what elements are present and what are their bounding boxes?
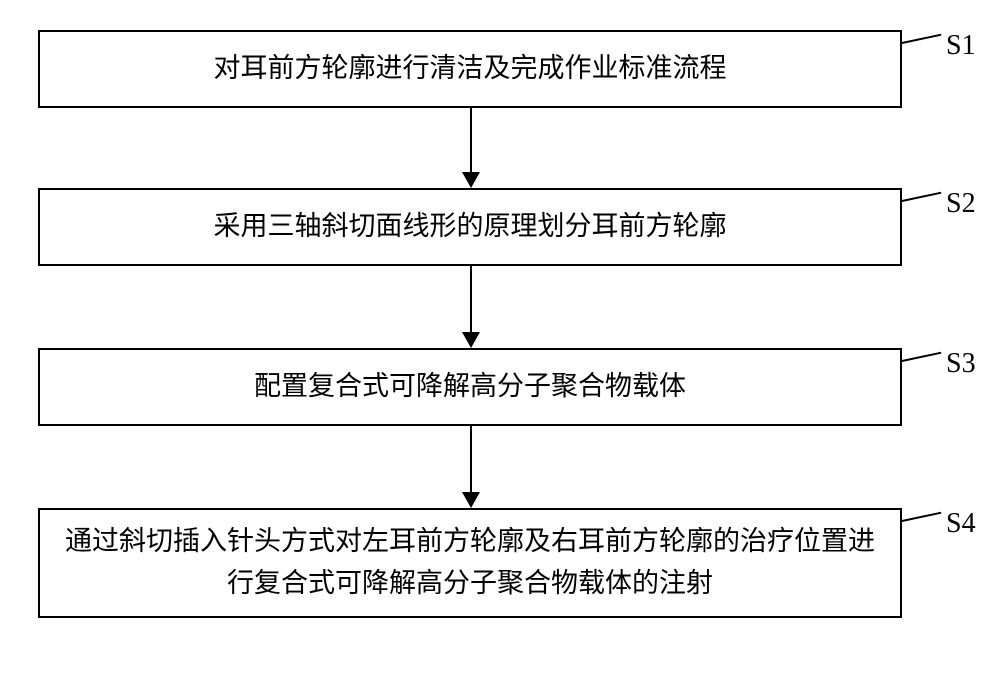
step-label-s1: S1 [946, 30, 976, 62]
flow-node-text: 配置复合式可降解高分子聚合物载体 [254, 366, 686, 408]
flow-node-s4: 通过斜切插入针头方式对左耳前方轮廓及右耳前方轮廓的治疗位置进行复合式可降解高分子… [38, 508, 902, 618]
arrow-line [470, 108, 472, 172]
step-label-s3: S3 [946, 348, 976, 380]
arrow-line [470, 266, 472, 332]
arrow-head-icon [462, 172, 480, 188]
flow-node-text: 采用三轴斜切面线形的原理划分耳前方轮廓 [214, 206, 727, 248]
flowchart-canvas: 对耳前方轮廓进行清洁及完成作业标准流程 S1 采用三轴斜切面线形的原理划分耳前方轮廓… [0, 0, 1000, 679]
step-tick-s1 [902, 34, 942, 44]
arrow-head-icon [462, 332, 480, 348]
step-tick-s3 [902, 352, 942, 362]
step-tick-s4 [902, 512, 942, 522]
flow-node-text: 通过斜切插入针头方式对左耳前方轮廓及右耳前方轮廓的治疗位置进行复合式可降解高分子… [60, 521, 880, 605]
step-label-s2: S2 [946, 188, 976, 220]
flow-node-s2: 采用三轴斜切面线形的原理划分耳前方轮廓 [38, 188, 902, 266]
flow-node-s1: 对耳前方轮廓进行清洁及完成作业标准流程 [38, 30, 902, 108]
arrow-line [470, 426, 472, 492]
step-tick-s2 [902, 192, 942, 202]
flow-node-text: 对耳前方轮廓进行清洁及完成作业标准流程 [214, 48, 727, 90]
step-label-s4: S4 [946, 508, 976, 540]
flow-node-s3: 配置复合式可降解高分子聚合物载体 [38, 348, 902, 426]
arrow-head-icon [462, 492, 480, 508]
